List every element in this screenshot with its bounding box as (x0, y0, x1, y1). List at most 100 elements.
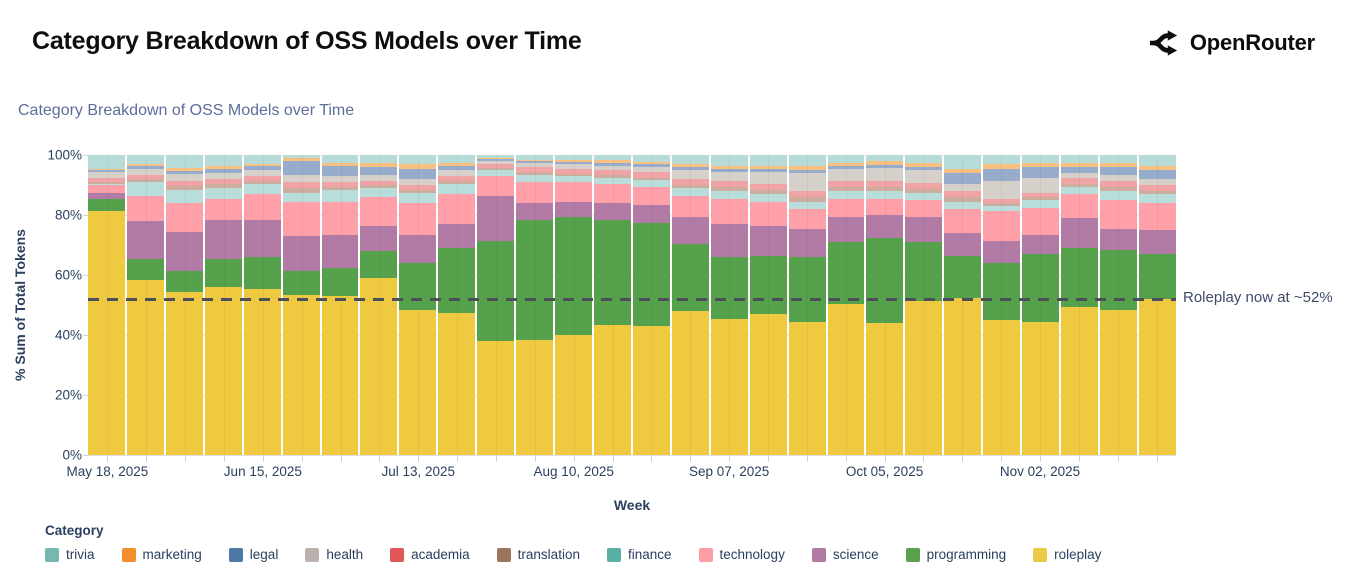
bar-segment-trivia[interactable] (477, 155, 515, 159)
bar-segment-academia[interactable] (399, 185, 437, 190)
bar-segment-legal[interactable] (438, 165, 476, 170)
bar-segment-science[interactable] (555, 201, 592, 217)
bar-week[interactable] (1138, 155, 1176, 455)
bar-segment-roleplay[interactable] (282, 294, 320, 455)
bar-segment-academia[interactable] (438, 176, 476, 181)
bar-segment-programming[interactable] (1099, 249, 1137, 310)
bar-segment-academia[interactable] (88, 178, 125, 183)
bar-segment-health[interactable] (282, 174, 320, 182)
bar-segment-technology[interactable] (321, 201, 359, 235)
bar-segment-marketing[interactable] (360, 163, 398, 167)
bar-segment-academia[interactable] (944, 191, 982, 197)
bar-segment-legal[interactable] (1022, 167, 1060, 178)
bar-segment-programming[interactable] (749, 255, 787, 314)
bar-segment-finance[interactable] (555, 176, 592, 182)
bar-segment-finance[interactable] (282, 192, 320, 202)
bar-segment-science[interactable] (632, 204, 670, 223)
bar-segment-trivia[interactable] (516, 155, 554, 160)
bar-segment-academia[interactable] (477, 164, 515, 168)
bar-segment-academia[interactable] (632, 172, 670, 178)
bar-week[interactable] (243, 155, 281, 455)
bar-week[interactable] (944, 155, 982, 455)
bar-segment-programming[interactable] (827, 242, 865, 304)
bar-segment-marketing[interactable] (905, 162, 943, 168)
bar-segment-trivia[interactable] (399, 155, 437, 164)
bar-segment-academia[interactable] (1061, 177, 1098, 184)
bar-week[interactable] (749, 155, 787, 455)
bar-segment-roleplay[interactable] (671, 311, 709, 455)
bar-segment-marketing[interactable] (671, 164, 709, 167)
bar-segment-health[interactable] (710, 171, 748, 182)
bar-segment-translation[interactable] (243, 180, 281, 184)
bar-segment-finance[interactable] (126, 182, 164, 196)
bar-segment-finance[interactable] (516, 174, 554, 182)
bar-segment-programming[interactable] (593, 219, 631, 325)
bar-segment-trivia[interactable] (749, 155, 787, 166)
bar-segment-health[interactable] (866, 167, 904, 182)
bar-segment-health[interactable] (360, 174, 398, 181)
bar-segment-roleplay[interactable] (1138, 299, 1176, 455)
bar-segment-trivia[interactable] (944, 155, 982, 169)
bar-segment-technology[interactable] (88, 185, 125, 193)
bar-segment-programming[interactable] (710, 257, 748, 319)
bar-segment-finance[interactable] (1061, 186, 1098, 194)
bar-segment-health[interactable] (983, 180, 1021, 199)
bar-segment-finance[interactable] (438, 183, 476, 194)
bar-segment-health[interactable] (788, 173, 826, 191)
bar-segment-science[interactable] (788, 228, 826, 257)
bar-week[interactable] (516, 155, 554, 455)
bar-segment-health[interactable] (204, 173, 242, 180)
bar-segment-programming[interactable] (866, 237, 904, 323)
bar-segment-programming[interactable] (1138, 254, 1176, 299)
bar-week[interactable] (788, 155, 826, 455)
bar-segment-programming[interactable] (671, 243, 709, 311)
bar-segment-health[interactable] (1061, 173, 1098, 178)
bar-segment-academia[interactable] (905, 182, 943, 189)
bar-segment-trivia[interactable] (126, 155, 164, 164)
bar-segment-marketing[interactable] (399, 164, 437, 169)
bar-segment-marketing[interactable] (204, 165, 242, 169)
bar-segment-translation[interactable] (399, 189, 437, 193)
bar-segment-health[interactable] (399, 179, 437, 185)
bar-segment-programming[interactable] (126, 258, 164, 280)
bar-week[interactable] (165, 155, 203, 455)
bar-segment-roleplay[interactable] (477, 341, 515, 455)
bar-week[interactable] (477, 155, 515, 455)
bar-segment-finance[interactable] (1022, 200, 1060, 208)
bar-segment-roleplay[interactable] (321, 296, 359, 455)
bar-segment-finance[interactable] (632, 179, 670, 187)
bar-segment-translation[interactable] (788, 197, 826, 202)
bar-segment-legal[interactable] (632, 164, 670, 168)
bar-segment-academia[interactable] (126, 174, 164, 179)
bar-segment-legal[interactable] (671, 167, 709, 170)
bar-segment-technology[interactable] (399, 203, 437, 235)
bar-segment-technology[interactable] (477, 176, 515, 196)
bar-segment-legal[interactable] (827, 166, 865, 170)
bar-segment-trivia[interactable] (593, 155, 631, 161)
bar-segment-technology[interactable] (632, 186, 670, 205)
bar-segment-science[interactable] (204, 219, 242, 260)
bar-segment-science[interactable] (126, 221, 164, 259)
bar-segment-finance[interactable] (1138, 194, 1176, 203)
bar-segment-legal[interactable] (983, 168, 1021, 181)
bar-segment-technology[interactable] (944, 209, 982, 233)
bar-week[interactable] (1099, 155, 1137, 455)
bar-segment-finance[interactable] (983, 206, 1021, 211)
bar-segment-health[interactable] (321, 176, 359, 183)
bar-segment-science[interactable] (477, 195, 515, 241)
bar-segment-legal[interactable] (516, 160, 554, 163)
bar-segment-finance[interactable] (944, 201, 982, 209)
bar-segment-academia[interactable] (866, 181, 904, 188)
bar-week[interactable] (983, 155, 1021, 455)
bar-segment-translation[interactable] (555, 173, 592, 176)
bar-segment-programming[interactable] (321, 268, 359, 296)
bar-segment-finance[interactable] (477, 170, 515, 176)
bar-week[interactable] (399, 155, 437, 455)
bar-segment-academia[interactable] (788, 191, 826, 197)
bar-segment-health[interactable] (165, 173, 203, 181)
bar-segment-programming[interactable] (944, 255, 982, 298)
legend-item-trivia[interactable]: trivia (45, 547, 95, 562)
bar-week[interactable] (321, 155, 359, 455)
bar-segment-science[interactable] (165, 231, 203, 271)
bar-segment-academia[interactable] (671, 179, 709, 185)
